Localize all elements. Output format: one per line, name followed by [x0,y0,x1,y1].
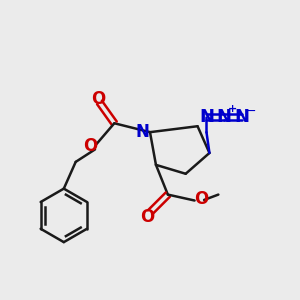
Text: O: O [83,136,98,154]
Text: +: + [228,104,237,114]
Text: O: O [140,208,154,226]
Text: N: N [235,108,250,126]
Text: N: N [217,108,232,126]
Text: O: O [91,90,105,108]
Text: −: − [245,105,256,118]
Text: N: N [199,108,214,126]
Text: O: O [194,190,208,208]
Text: N: N [136,123,149,141]
